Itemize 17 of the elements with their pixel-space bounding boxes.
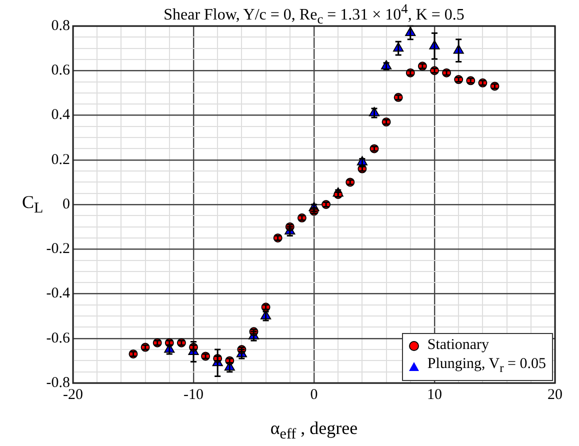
y-tick-label: -0.4	[46, 286, 70, 302]
y-tick-label: 0.6	[51, 62, 70, 79]
legend-label: Plunging, V$_{r}$ = 0.05	[427, 355, 546, 377]
y-tick-label: 0	[62, 196, 70, 212]
x-axis-title: α$_{eff}$ , degree	[269, 418, 359, 444]
x-tick-label: 20	[548, 386, 562, 403]
y-tick-label: -0.2	[46, 241, 70, 258]
y-tick-label: 0.4	[51, 107, 70, 124]
y-tick-label: -0.6	[46, 330, 70, 346]
x-tick-label: 10	[427, 386, 442, 403]
x-tick-label: 0	[310, 386, 318, 403]
y-tick-label: 0.2	[51, 152, 70, 168]
y-axis-title: C$_{L}$	[22, 192, 44, 218]
legend-label: Stationary	[427, 336, 490, 355]
chart-title: Shear Flow, Y/c = 0, Re$_{c}$ = 1.31 × 10$^{4}$, K = 0.5	[162, 0, 466, 29]
y-tick-label: 0.8	[51, 18, 70, 34]
x-tick-label: -10	[184, 386, 204, 403]
